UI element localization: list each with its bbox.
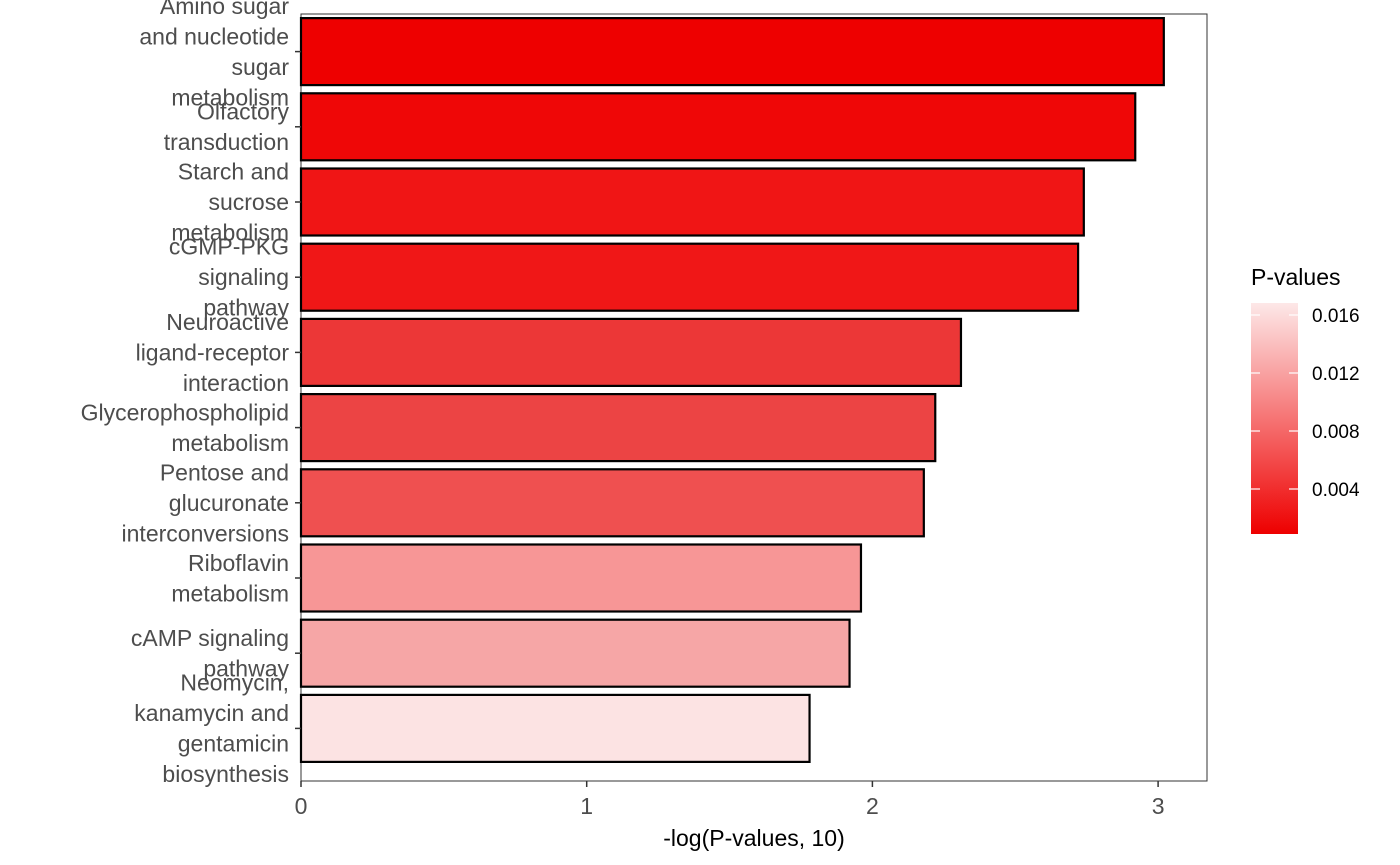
legend-label: 0.004 — [1312, 480, 1360, 501]
y-tick-label: Starch and sucrose metabolism — [171, 159, 289, 246]
legend-label: 0.012 — [1312, 364, 1360, 385]
bar-8 — [299, 543, 863, 613]
bar-9 — [299, 618, 851, 688]
y-tick-label: cAMP signaling pathway — [131, 625, 290, 682]
y-tick-label: Glycerophospholipid metabolism — [81, 399, 289, 456]
y-tick-label: Amino sugar and nucleotide sugar metabolism — [139, 0, 289, 110]
y-tick-label: cGMP-PKG signaling pathway — [169, 234, 290, 321]
bar-10 — [299, 693, 811, 764]
y-tick-label: Neuroactive ligand-receptor interaction — [136, 309, 290, 396]
x-tick-label: 3 — [1152, 793, 1165, 819]
y-tick-label: Neomycin, kanamycin and gentamicin biosynth… — [134, 670, 289, 788]
x-tick-label: 1 — [580, 793, 593, 819]
legend-label: 0.016 — [1312, 306, 1360, 327]
bar-6 — [299, 393, 937, 463]
legend-title: P-values — [1251, 264, 1340, 290]
legend-colorbar — [1251, 303, 1298, 534]
bar-5 — [299, 317, 963, 387]
y-tick-label: Pentose and glucuronate interconversions — [122, 459, 289, 546]
bar-7 — [299, 468, 925, 538]
y-tick-label: Olfactory transduction — [164, 99, 290, 156]
bar-1 — [299, 17, 1165, 87]
bar-4 — [299, 242, 1080, 312]
y-tick-label: Riboflavin metabolism — [171, 550, 289, 607]
legend-label: 0.008 — [1312, 422, 1360, 443]
bar-3 — [299, 167, 1085, 237]
x-tick-label: 2 — [866, 793, 879, 819]
x-tick-label: 0 — [295, 793, 308, 819]
bar-2 — [299, 92, 1137, 162]
x-axis-title: -log(P-values, 10) — [663, 825, 845, 851]
